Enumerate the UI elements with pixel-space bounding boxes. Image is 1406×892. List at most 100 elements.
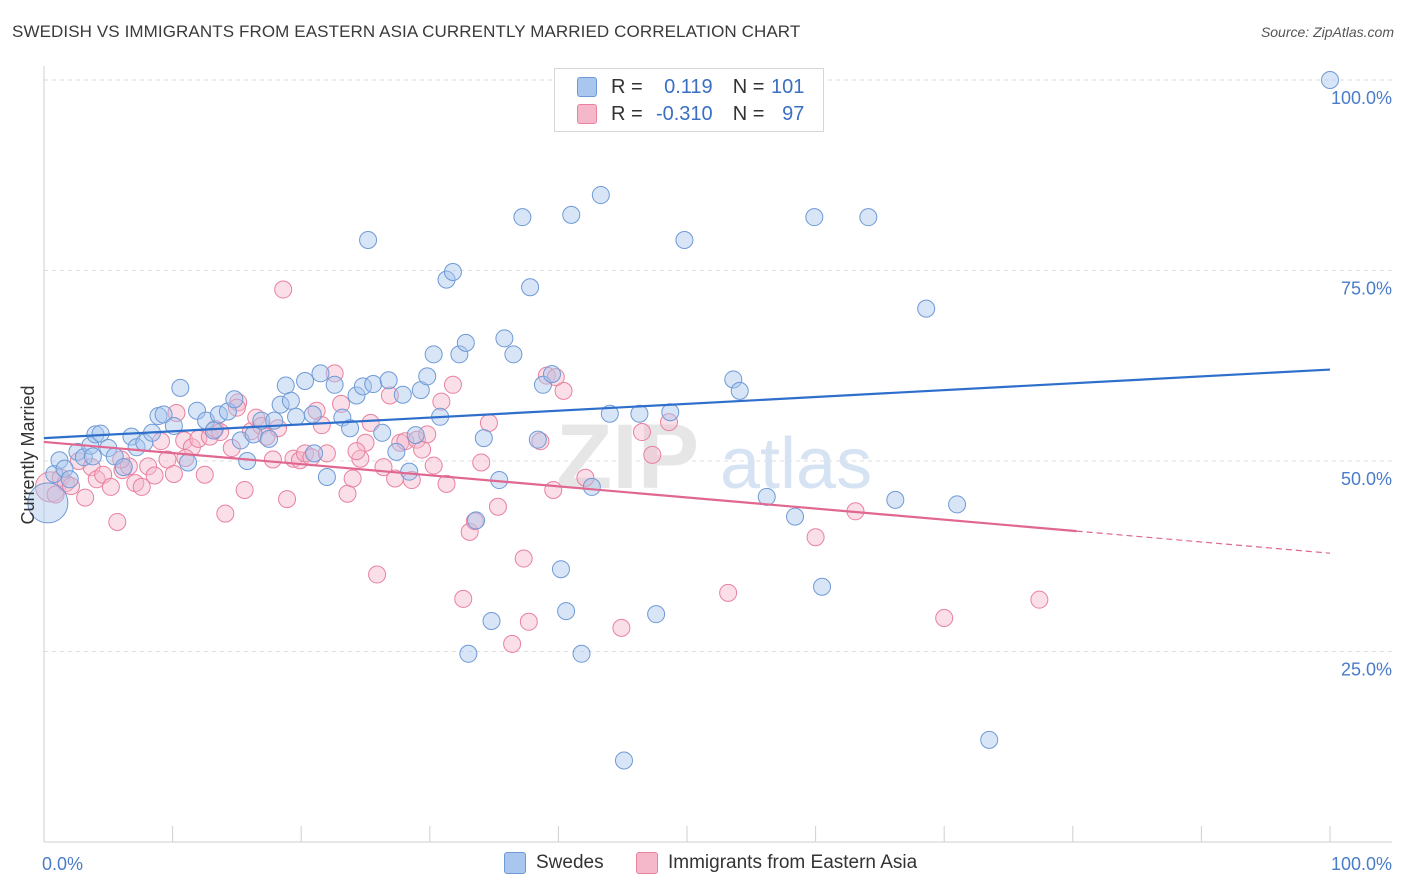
swedes-point [379, 371, 398, 390]
immigrants-point [432, 392, 451, 411]
immigrants-point [332, 394, 351, 413]
swedes-point [271, 395, 290, 414]
immigrants-point [139, 457, 158, 476]
source-label: Source: ZipAtlas.com [1260, 24, 1394, 40]
swedes-point [521, 278, 540, 297]
swedes-point [311, 364, 330, 383]
trend-lines [43, 368, 1331, 554]
legend-r-value: 0.119 [664, 75, 713, 98]
immigrants-point [62, 477, 81, 496]
legend-item-swedes[interactable]: Swedes [504, 852, 604, 874]
swedes-point [400, 462, 419, 481]
legend-swatch-immigrants [577, 104, 597, 124]
immigrants-point [87, 470, 106, 489]
swedes-point [443, 263, 462, 282]
swedes-point [154, 405, 173, 424]
immigrants-point [222, 439, 241, 458]
immigrants-point [643, 445, 662, 464]
swedes-point [980, 730, 999, 749]
y-axis-label: Currently Married [18, 385, 38, 524]
legend-swatch-swedes [577, 77, 597, 97]
immigrants-point [145, 466, 164, 485]
swedes-point [551, 560, 570, 579]
legend-n-label: N = [732, 102, 765, 125]
immigrants-point [76, 488, 95, 507]
immigrants-point [312, 416, 331, 435]
swedes-point [359, 231, 378, 250]
tick-labels: 25.0% 50.0% 75.0% 100.0% 0.0% 100.0% [42, 88, 1392, 874]
legend-r-label: R = [611, 75, 643, 98]
swedes-point [305, 444, 324, 463]
swedes-point [188, 401, 207, 420]
legend-n-value: 101 [771, 75, 805, 98]
immigrants-point [46, 485, 65, 504]
legend-item-immigrants[interactable]: Immigrants from Eastern Asia [636, 852, 917, 874]
swedes-point [495, 329, 514, 348]
swedes-point [533, 375, 552, 394]
swedes-point [661, 403, 680, 422]
swedes-point [504, 345, 523, 364]
immigrants-point [396, 432, 415, 451]
swedes-point [83, 447, 102, 466]
immigrants-point [361, 413, 380, 432]
immigrants-point [544, 480, 563, 499]
immigrants-trend-extension [1076, 530, 1331, 554]
swedes-trend-line [43, 368, 1331, 440]
immigrants-point [554, 381, 573, 400]
immigrants-point [437, 474, 456, 493]
immigrants-point [659, 413, 678, 432]
axes [43, 66, 1392, 843]
chart-title: SWEDISH VS IMMIGRANTS FROM EASTERN ASIA … [12, 22, 801, 41]
immigrants-point [424, 456, 443, 475]
immigrants-point [108, 512, 127, 531]
swedes-point [528, 430, 547, 449]
swedes-point [252, 411, 271, 430]
immigrants-point [380, 386, 399, 405]
swedes-point [373, 423, 392, 442]
swedes-point [591, 186, 610, 205]
swedes-point [317, 468, 336, 487]
swedes-point [786, 507, 805, 526]
swedes-point [74, 448, 93, 467]
swedes-point [859, 208, 878, 227]
swedes-point [562, 205, 581, 224]
swedes-point [886, 490, 905, 509]
swedes-point [630, 404, 649, 423]
immigrants-point [338, 484, 357, 503]
swedes-point [225, 390, 244, 409]
immigrants-point [164, 464, 183, 483]
legend-label-immigrants: Immigrants from Eastern Asia [668, 852, 918, 873]
swedes-point [276, 376, 295, 395]
immigrants-point [479, 413, 498, 432]
swedes-point [572, 644, 591, 663]
swedes-point [60, 470, 79, 489]
swedes-point [647, 605, 666, 624]
immigrants-trend-line [43, 440, 1077, 533]
swedes-point [418, 367, 437, 386]
swedes-point [1321, 71, 1339, 89]
swedes-point [171, 378, 190, 397]
immigrants-point [454, 589, 473, 608]
immigrants-point [132, 477, 151, 496]
swedes-point [456, 333, 475, 352]
swedes-point [50, 451, 69, 470]
swedes-point [437, 270, 456, 289]
immigrants-point [235, 480, 254, 499]
legend-swatch-swedes [504, 852, 526, 874]
immigrants-point [472, 453, 491, 472]
swedes-point [557, 602, 576, 621]
immigrants-point [175, 431, 194, 450]
immigrants-point [612, 618, 631, 637]
swedes-point [204, 421, 223, 440]
swedes-point [303, 405, 322, 424]
immigrants-point [465, 512, 484, 531]
y-tick-label: 75.0% [1341, 279, 1392, 299]
legend-row-immigrants: R = -0.310 N = 97 [577, 102, 804, 126]
swedes-point [387, 442, 406, 461]
legend-r-label: R = [611, 102, 643, 125]
swedes-point [724, 370, 743, 389]
swedes-point [600, 404, 619, 423]
swedes-point [424, 345, 443, 364]
swedes-point [325, 375, 344, 394]
